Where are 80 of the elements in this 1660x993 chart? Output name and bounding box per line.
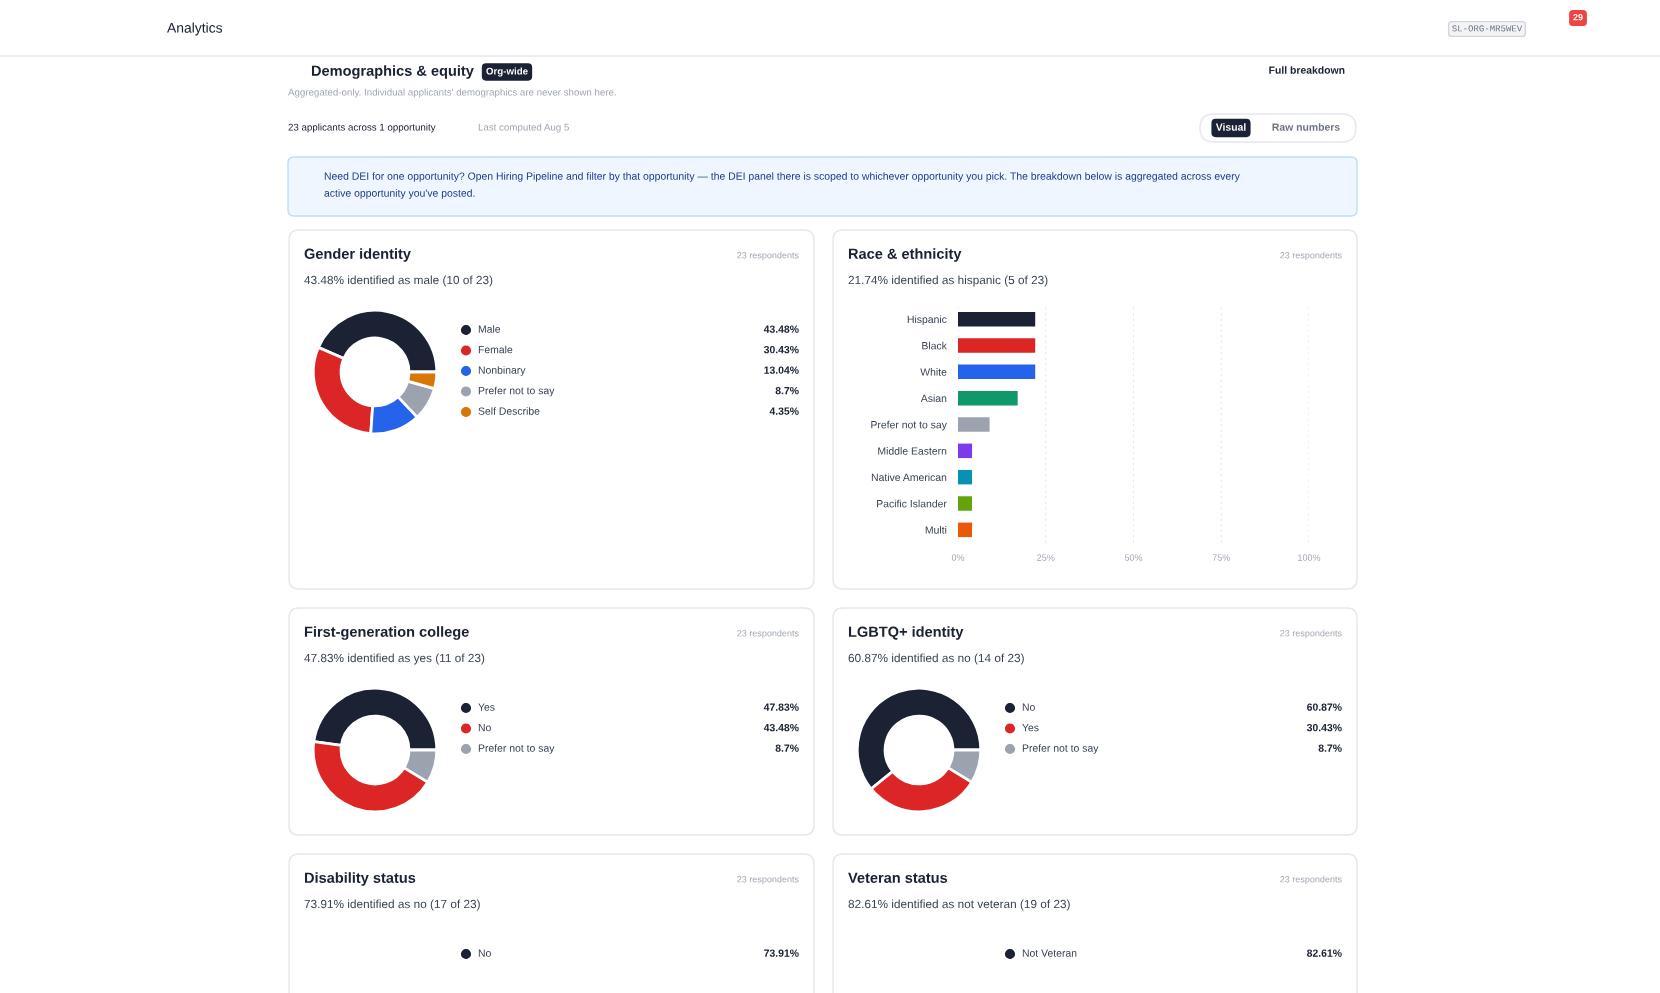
text: 23 respondents bbox=[1280, 251, 1342, 261]
y-tick-label: Pacific Islander bbox=[877, 499, 947, 508]
data-label: 8.7% bbox=[1318, 744, 1342, 752]
text: Org-wide bbox=[486, 67, 528, 77]
data-label: 43.48% bbox=[763, 723, 799, 732]
text: 73.91% identified as no (17 of 23) bbox=[304, 899, 480, 911]
y-tick-label: Asian bbox=[920, 394, 947, 403]
chart-title: Race & ethnicity bbox=[848, 248, 962, 262]
text: Visual bbox=[1215, 123, 1246, 131]
text: SL-ORG-MR5WEV bbox=[1452, 25, 1523, 32]
y-tick-label: Prefer not to say bbox=[871, 420, 947, 431]
data-label: 43.48% bbox=[763, 325, 799, 333]
chart-subtitle: 47.83% identified as yes (11 of 23) bbox=[304, 653, 485, 665]
data-label: 13.04% bbox=[764, 366, 799, 374]
data-label: 8.7% bbox=[775, 744, 799, 752]
text: 82.61% bbox=[1307, 949, 1342, 957]
legend-label: Prefer not to say bbox=[478, 744, 555, 754]
text: 23 respondents bbox=[737, 629, 799, 639]
text: 73.91% bbox=[764, 949, 799, 957]
bar bbox=[958, 311, 1036, 327]
bar bbox=[958, 364, 1036, 380]
text: 23 respondents bbox=[737, 875, 799, 885]
text: Last computed Aug 5 bbox=[478, 123, 569, 133]
legend-label: Male bbox=[478, 325, 501, 333]
text: Need DEI for one opportunity? Open Hiring Pipeline and filter by that opportunity — the DEI panel there is scoped to whichever opportunity you pick. The breakdown below is aggregated across every bbox=[324, 172, 1240, 182]
bar bbox=[958, 522, 973, 538]
text: 23 respondents bbox=[1280, 629, 1342, 639]
legend-label: Yes bbox=[1022, 724, 1039, 732]
text: 29 bbox=[1573, 14, 1583, 21]
text: 23 respondents bbox=[737, 251, 799, 261]
chart-subtitle: 43.48% identified as male (10 of 23) bbox=[304, 275, 493, 287]
bar bbox=[958, 469, 973, 485]
text: active opportunity you've posted. bbox=[324, 189, 475, 199]
legend-label: Nonbinary bbox=[478, 366, 526, 376]
y-tick-label: Hispanic bbox=[907, 315, 947, 326]
y-tick-label: Black bbox=[922, 341, 947, 350]
text: Aggregated-only. Individual applicants' demographics are never shown here. bbox=[288, 88, 616, 98]
chart-title: First-generation college bbox=[304, 626, 469, 640]
data-label: 30.43% bbox=[1306, 723, 1342, 732]
data-label: 8.7% bbox=[775, 386, 799, 395]
y-tick-label: Native American bbox=[871, 473, 947, 482]
text: Raw numbers bbox=[1272, 123, 1340, 131]
chart-subtitle: 60.87% identified as no (14 of 23) bbox=[848, 653, 1024, 665]
x-tick-label: 100% bbox=[1298, 554, 1321, 561]
y-tick-label: White bbox=[920, 368, 947, 376]
text: 82.61% identified as not veteran (19 of 23) bbox=[848, 899, 1070, 911]
legend-label: Prefer not to say bbox=[1022, 744, 1099, 754]
bar bbox=[958, 496, 973, 511]
y-tick-label: Middle Eastern bbox=[878, 447, 947, 455]
legend-label: Self Describe bbox=[478, 407, 540, 415]
data-label: 47.83% bbox=[763, 703, 799, 711]
text: 23 respondents bbox=[1280, 875, 1342, 885]
y-tick-label: Multi bbox=[925, 526, 947, 534]
text: 23 applicants across 1 opportunity bbox=[288, 123, 436, 133]
data-label: 60.87% bbox=[1307, 703, 1342, 711]
text: Disability status bbox=[304, 872, 416, 886]
text: Analytics bbox=[167, 22, 223, 36]
bar bbox=[958, 417, 990, 432]
data-label: 4.35% bbox=[769, 407, 799, 415]
text: Full breakdown bbox=[1269, 66, 1345, 74]
bar bbox=[958, 390, 1018, 406]
x-tick-label: 50% bbox=[1124, 554, 1143, 561]
x-tick-label: 25% bbox=[1037, 554, 1055, 561]
text: No bbox=[478, 949, 491, 957]
text: Veteran status bbox=[848, 872, 948, 883]
bar bbox=[958, 338, 1036, 353]
bar bbox=[958, 443, 973, 459]
text: Demographics & equity bbox=[311, 65, 474, 79]
text: Not Veteran bbox=[1022, 949, 1077, 957]
legend-label: Yes bbox=[478, 703, 495, 711]
data-label: 30.43% bbox=[763, 345, 799, 354]
chart-title: LGBTQ+ identity bbox=[848, 626, 964, 640]
chart-subtitle: 21.74% identified as hispanic (5 of 23) bbox=[848, 275, 1048, 287]
x-tick-label: 0% bbox=[951, 554, 965, 561]
legend-label: No bbox=[1022, 703, 1035, 711]
x-tick-label: 75% bbox=[1212, 554, 1230, 561]
legend-label: No bbox=[478, 724, 491, 732]
chart-title: Gender identity bbox=[304, 248, 411, 262]
legend-label: Prefer not to say bbox=[478, 386, 555, 397]
legend-label: Female bbox=[478, 345, 513, 354]
